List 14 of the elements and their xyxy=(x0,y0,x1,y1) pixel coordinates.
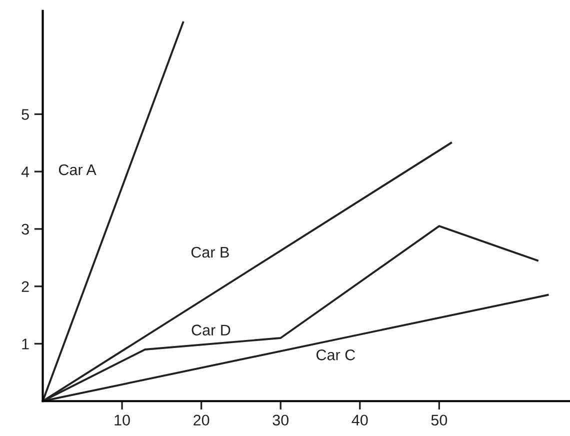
series-label: Car C xyxy=(316,349,356,360)
series-label: Car B xyxy=(191,246,229,258)
x-tick-label: 50 xyxy=(431,414,448,426)
y-tick-label: 3 xyxy=(22,224,29,235)
y-tick-label: 5 xyxy=(22,109,29,120)
y-tick-label: 4 xyxy=(21,166,30,178)
y-tick-label: 2 xyxy=(22,281,29,292)
x-tick-label: 40 xyxy=(352,414,368,426)
series-label: Car A xyxy=(58,164,96,176)
y-tick-label: 1 xyxy=(22,338,29,350)
x-tick-label: 10 xyxy=(114,414,130,426)
x-tick-label: 30 xyxy=(272,414,289,426)
x-tick-label: 20 xyxy=(194,414,210,426)
series-label: Car D xyxy=(192,324,230,336)
